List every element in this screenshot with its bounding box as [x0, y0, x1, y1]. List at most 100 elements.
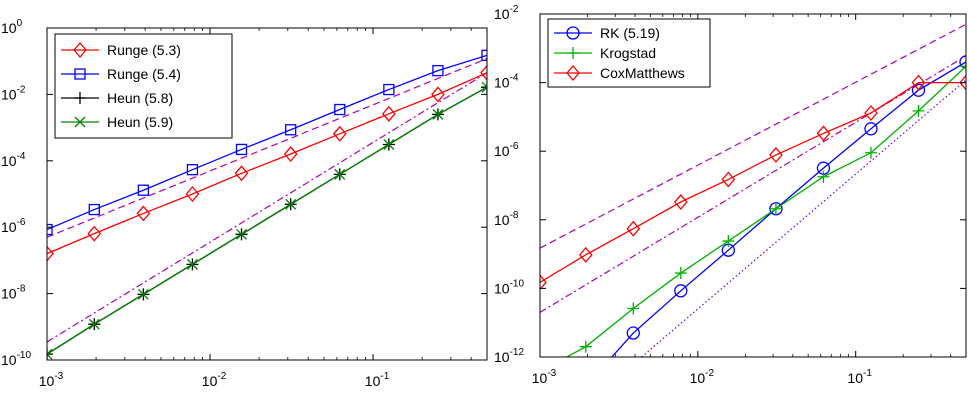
data-point-0-0	[47, 245, 54, 262]
legend-label-0: RK (5.19)	[600, 25, 660, 41]
data-point-1-2	[674, 267, 687, 280]
data-point-0-5	[283, 146, 298, 163]
data-point-1-9	[481, 49, 487, 62]
data-point-1-1	[627, 302, 640, 315]
series-line-0	[611, 61, 966, 357]
data-point-3-2	[137, 288, 149, 300]
data-point-1-6	[334, 103, 346, 116]
data-point-3-3	[186, 258, 198, 270]
x-tick-label-2: 10-1	[365, 371, 390, 389]
y-tick-label-0: 10-2	[494, 4, 519, 22]
legend-marker-2	[74, 92, 86, 104]
y-tick-label-1: 10-2	[1, 84, 26, 102]
legend-label-3: Heun (5.9)	[107, 114, 173, 130]
data-point-1-3	[722, 235, 735, 248]
data-point-1-7	[912, 104, 925, 117]
data-point-2-9	[481, 81, 487, 94]
data-point-3-8	[432, 108, 444, 120]
data-point-3-7	[383, 139, 395, 150]
x-tick-exponent: -3	[54, 371, 63, 382]
y-tick-label-1: 10-4	[494, 73, 519, 91]
data-point-1-0	[579, 340, 592, 353]
data-point-1-1	[88, 203, 100, 216]
y-tick-exponent: 0	[17, 18, 23, 29]
data-point-2-6	[816, 125, 831, 142]
x-tick-label-0: 10-3	[532, 368, 557, 386]
series-line-1	[566, 65, 966, 357]
data-point-0-1	[87, 225, 102, 242]
data-point-3-6	[334, 168, 346, 180]
reference-line-dashdot	[47, 72, 487, 343]
legend: Runge (5.3) Runge (5.4) Heun (5.8) Heun (5.…	[54, 33, 233, 139]
y-tick-exponent: -4	[510, 73, 519, 84]
y-tick-exponent: -12	[510, 347, 525, 358]
legend-marker-1	[567, 47, 579, 59]
y-tick-exponent: -6	[17, 217, 26, 228]
data-point-2-0	[540, 274, 547, 291]
legend-marker-0	[566, 26, 580, 40]
y-tick-label-3: 10-8	[494, 210, 519, 228]
data-point-0-5	[864, 122, 878, 136]
series-line-3	[47, 86, 487, 355]
y-tick-exponent: -2	[510, 4, 519, 15]
y-tick-exponent: -10	[17, 350, 32, 361]
data-point-0-7	[959, 55, 966, 69]
y-tick-label-0: 100	[1, 18, 23, 36]
x-tick-exponent: -3	[547, 368, 556, 379]
data-point-2-5	[769, 146, 783, 163]
plot-area	[47, 49, 487, 360]
legend-marker-3	[74, 116, 86, 128]
legend-marker-0	[73, 42, 87, 58]
reference-line-dashdot	[540, 55, 966, 313]
y-tick-exponent: -8	[17, 284, 26, 295]
data-point-2-9	[959, 74, 966, 91]
x-tick-label-1: 10-2	[690, 368, 715, 386]
data-point-1-0	[47, 223, 53, 236]
data-point-0-9	[480, 64, 487, 81]
plot-area	[540, 23, 966, 357]
y-tick-label-2: 10-6	[494, 141, 519, 159]
data-point-2-8	[911, 74, 926, 91]
y-tick-exponent: -4	[17, 151, 26, 162]
data-point-1-5	[817, 170, 830, 183]
data-point-0-3	[185, 186, 200, 202]
y-tick-label-5: 10-10	[1, 350, 31, 368]
data-point-2-2	[626, 220, 641, 237]
data-point-1-8	[432, 64, 444, 77]
y-tick-exponent: -8	[510, 210, 519, 221]
axes-frame	[539, 13, 967, 358]
data-point-1-6	[864, 146, 877, 159]
data-point-0-1	[674, 284, 688, 298]
data-point-2-7	[864, 104, 878, 121]
reference-line-dashed	[540, 23, 966, 249]
data-point-1-3	[186, 164, 199, 176]
x-tick-label-1: 10-2	[202, 371, 227, 389]
y-tick-label-5: 10-12	[494, 347, 524, 365]
data-point-0-0	[626, 326, 640, 340]
y-tick-exponent: -10	[510, 278, 525, 289]
x-tick-exponent: -2	[217, 371, 226, 382]
y-tick-label-4: 10-8	[1, 284, 26, 302]
data-point-1-8	[960, 60, 966, 73]
y-tick-label-2: 10-4	[1, 151, 26, 169]
data-point-1-4	[235, 143, 248, 156]
x-tick-exponent: -1	[380, 371, 389, 382]
y-tick-label-3: 10-6	[1, 217, 26, 235]
data-point-3-1	[88, 318, 100, 330]
legend-marker-2	[566, 65, 580, 81]
data-point-0-2	[136, 205, 151, 222]
data-point-1-4	[769, 202, 782, 215]
data-point-2-4	[721, 171, 736, 188]
data-point-0-8	[431, 86, 445, 103]
data-point-0-4	[234, 165, 249, 182]
data-point-0-6	[911, 83, 926, 97]
reference-line-dotted	[641, 79, 966, 357]
data-point-3-0	[47, 348, 53, 360]
legend-label-0: Runge (5.3)	[107, 42, 181, 58]
y-tick-label-4: 10-10	[494, 278, 524, 296]
series-line-1	[47, 54, 487, 231]
data-point-0-7	[381, 105, 396, 122]
data-point-1-7	[383, 83, 395, 96]
y-tick-exponent: -2	[17, 84, 26, 95]
